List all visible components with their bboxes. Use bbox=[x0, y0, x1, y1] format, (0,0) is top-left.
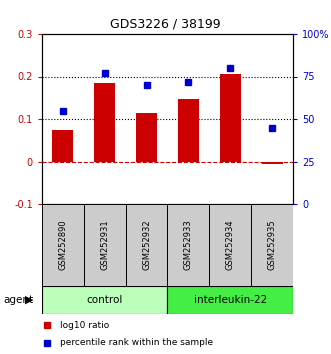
Bar bbox=[209, 204, 251, 286]
Text: control: control bbox=[87, 295, 123, 305]
Bar bbox=[136, 113, 157, 161]
Bar bbox=[167, 204, 209, 286]
Text: ▶: ▶ bbox=[24, 295, 33, 305]
Text: log10 ratio: log10 ratio bbox=[60, 321, 109, 330]
Bar bbox=[167, 286, 293, 314]
Text: GSM252933: GSM252933 bbox=[184, 219, 193, 270]
Text: GDS3226 / 38199: GDS3226 / 38199 bbox=[110, 17, 221, 30]
Bar bbox=[220, 74, 241, 161]
Text: percentile rank within the sample: percentile rank within the sample bbox=[60, 338, 213, 347]
Text: agent: agent bbox=[3, 295, 33, 305]
Text: GSM252931: GSM252931 bbox=[100, 220, 109, 270]
Text: GSM252934: GSM252934 bbox=[226, 220, 235, 270]
Text: GSM252932: GSM252932 bbox=[142, 220, 151, 270]
Bar bbox=[52, 130, 73, 161]
Bar bbox=[84, 204, 126, 286]
Bar bbox=[178, 99, 199, 161]
Text: GSM252890: GSM252890 bbox=[58, 220, 68, 270]
Bar bbox=[42, 204, 84, 286]
Bar bbox=[94, 83, 115, 161]
Bar bbox=[42, 286, 167, 314]
Bar bbox=[126, 204, 167, 286]
Bar bbox=[261, 161, 283, 164]
Bar bbox=[251, 204, 293, 286]
Text: GSM252935: GSM252935 bbox=[267, 220, 277, 270]
Text: interleukin-22: interleukin-22 bbox=[194, 295, 267, 305]
